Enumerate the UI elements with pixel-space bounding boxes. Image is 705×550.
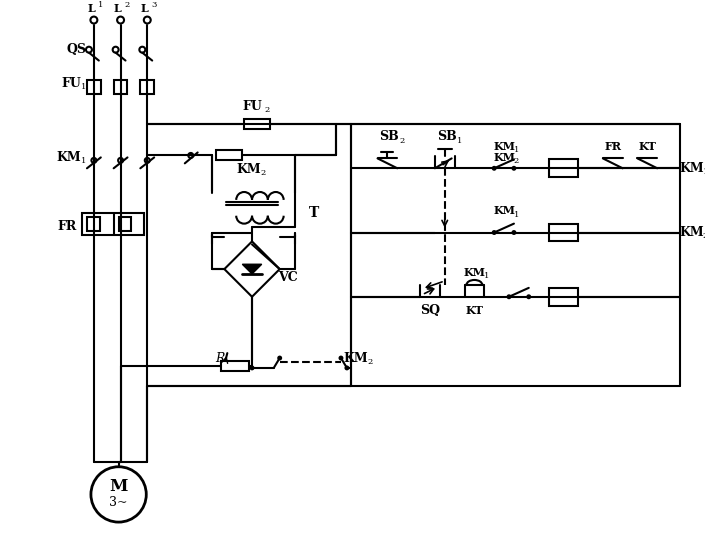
Circle shape xyxy=(338,355,343,360)
Text: 2: 2 xyxy=(265,106,270,114)
Circle shape xyxy=(491,166,496,170)
Text: KM: KM xyxy=(680,162,704,175)
Text: R: R xyxy=(215,351,224,365)
Circle shape xyxy=(113,47,118,53)
Text: 2: 2 xyxy=(261,169,266,177)
Text: KM: KM xyxy=(343,351,368,365)
Bar xyxy=(548,224,578,241)
Text: VC: VC xyxy=(278,271,298,283)
Circle shape xyxy=(86,47,92,53)
Bar xyxy=(118,217,131,230)
Circle shape xyxy=(526,294,532,299)
Text: 2: 2 xyxy=(367,358,373,366)
Bar xyxy=(82,213,145,234)
Text: 1: 1 xyxy=(457,136,462,145)
Text: 2: 2 xyxy=(399,136,405,145)
Bar xyxy=(216,151,242,161)
Text: KM: KM xyxy=(493,152,515,163)
Text: L: L xyxy=(140,3,148,14)
Text: L: L xyxy=(87,3,94,14)
Text: KT: KT xyxy=(465,305,484,316)
Circle shape xyxy=(92,158,97,163)
Text: 2: 2 xyxy=(125,1,130,9)
Text: FU: FU xyxy=(61,77,81,90)
Circle shape xyxy=(91,467,146,522)
Polygon shape xyxy=(243,264,262,274)
Text: KM: KM xyxy=(237,163,262,176)
Circle shape xyxy=(491,230,496,235)
Text: SB: SB xyxy=(437,130,457,143)
Text: KM: KM xyxy=(463,267,486,278)
Circle shape xyxy=(90,16,97,24)
Circle shape xyxy=(118,158,123,163)
Text: FU: FU xyxy=(242,100,262,113)
Text: KM: KM xyxy=(493,205,515,216)
Bar xyxy=(87,217,100,230)
Text: 3: 3 xyxy=(151,1,157,9)
Text: SB: SB xyxy=(379,130,399,143)
Text: L: L xyxy=(114,3,121,14)
Bar xyxy=(548,160,578,177)
Text: 1: 1 xyxy=(81,157,87,166)
Text: SQ: SQ xyxy=(420,304,440,317)
Text: KM: KM xyxy=(493,141,515,152)
Text: FR: FR xyxy=(58,220,77,233)
Bar xyxy=(221,361,249,371)
Circle shape xyxy=(140,47,145,53)
Text: 2: 2 xyxy=(703,233,705,240)
Circle shape xyxy=(511,230,516,235)
Polygon shape xyxy=(224,241,280,297)
Bar xyxy=(140,80,154,94)
Bar xyxy=(114,80,128,94)
Circle shape xyxy=(145,158,149,163)
Text: KT: KT xyxy=(639,141,656,152)
Text: T: T xyxy=(309,206,319,220)
Circle shape xyxy=(117,16,124,24)
Circle shape xyxy=(506,294,511,299)
Circle shape xyxy=(345,365,350,370)
Text: 1: 1 xyxy=(703,168,705,176)
Text: M: M xyxy=(109,478,128,495)
Text: 3~: 3~ xyxy=(109,496,128,509)
Text: 1: 1 xyxy=(514,211,520,219)
Bar xyxy=(244,119,270,129)
Text: 1: 1 xyxy=(514,146,520,155)
Text: KM: KM xyxy=(57,151,82,164)
Bar xyxy=(87,80,101,94)
Text: 2: 2 xyxy=(514,157,519,166)
Text: 1: 1 xyxy=(98,1,103,9)
Text: 1: 1 xyxy=(81,83,87,91)
Circle shape xyxy=(144,16,151,24)
Circle shape xyxy=(188,153,193,158)
Circle shape xyxy=(511,166,516,170)
Circle shape xyxy=(250,365,255,370)
Text: 1: 1 xyxy=(484,272,490,280)
Bar xyxy=(548,288,578,306)
Text: KM: KM xyxy=(680,226,704,239)
Text: QS: QS xyxy=(66,43,86,56)
Circle shape xyxy=(277,355,282,360)
Text: FR: FR xyxy=(604,141,621,152)
